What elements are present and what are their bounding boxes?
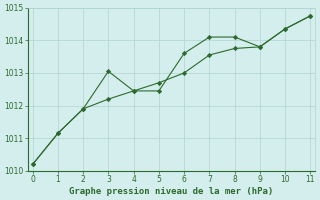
X-axis label: Graphe pression niveau de la mer (hPa): Graphe pression niveau de la mer (hPa) [69, 187, 274, 196]
